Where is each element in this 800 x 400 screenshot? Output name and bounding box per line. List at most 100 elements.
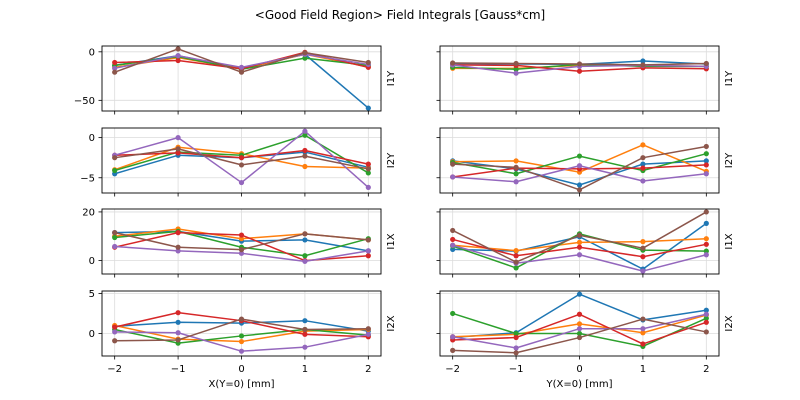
series-red-point [175, 310, 181, 316]
series-red-point [365, 161, 371, 167]
series-brown-point [175, 46, 181, 52]
row-label-I1Y: I1Y [386, 70, 397, 86]
series-orange-point [302, 163, 308, 170]
series-orange-point [513, 248, 519, 254]
x-tick-label: 0 [576, 364, 582, 375]
series-blue-point [703, 220, 709, 226]
series-purple-point [450, 334, 456, 340]
x-tick-label: 1 [302, 364, 308, 375]
series-green-point [112, 234, 118, 241]
series-purple-point [175, 135, 181, 141]
series-red-point [175, 57, 181, 64]
series-green-point [513, 330, 519, 337]
x-tick-label: −1 [171, 364, 186, 375]
series-purple-point [112, 243, 118, 250]
series-brown-point [703, 143, 709, 150]
series-purple-point [302, 258, 308, 264]
series-blue-point [640, 58, 646, 64]
series-purple-point [175, 330, 181, 336]
series-green-point [703, 151, 709, 157]
series-orange-point [238, 236, 245, 242]
series-green-point [576, 153, 583, 159]
series-red-point [112, 324, 118, 330]
series-blue-point [302, 318, 308, 324]
series-red-point [703, 241, 709, 247]
series-orange-point [576, 239, 583, 245]
series-brown-point [576, 232, 583, 238]
series-brown-point [450, 161, 456, 167]
x-tick-label: −2 [445, 364, 460, 375]
subplot-I2Y-vs-X: 0 −5 I2Y [80, 127, 397, 197]
series-orange-point [640, 330, 646, 336]
x-tick-label: 0 [238, 364, 244, 375]
series-purple-point [302, 344, 308, 350]
x-axis-label: X(Y=0) [mm] [209, 379, 275, 390]
series-brown-point [703, 209, 709, 215]
series-red-point [238, 155, 245, 161]
series-red-point [703, 319, 709, 325]
series-purple-point [238, 348, 245, 354]
series-purple-point [450, 242, 456, 248]
y-tick-label: 0 [89, 329, 95, 340]
series-brown-point [576, 187, 583, 193]
series-brown-point [513, 259, 519, 265]
x-tick-label: −2 [107, 364, 122, 375]
x-axis-label: Y(X=0) [mm] [546, 379, 613, 390]
series-brown-point [513, 164, 519, 170]
series-brown-point [112, 69, 118, 75]
y-tick-label: 5 [89, 289, 95, 300]
series-purple-point [365, 331, 371, 337]
series-blue-point [175, 319, 181, 325]
series-green-point [703, 248, 709, 254]
series-orange-point [576, 321, 583, 327]
series-brown-point [640, 245, 646, 251]
y-tick-label: 0 [89, 47, 95, 58]
series-brown-point [640, 155, 646, 161]
y-tick-label: 20 [82, 207, 95, 218]
series-purple-point [703, 252, 709, 258]
series-red-point [302, 331, 308, 337]
row-label-I1X: I1X [386, 233, 397, 249]
series-brown-point [450, 60, 456, 66]
series-purple-point [365, 184, 371, 190]
series-red-point [112, 59, 118, 66]
series-brown-point [513, 350, 519, 356]
series-blue-point [640, 161, 646, 167]
series-green-point [302, 132, 308, 138]
series-orange-point [703, 236, 709, 242]
series-red-point [640, 165, 646, 171]
series-brown-point [640, 62, 646, 68]
series-purple-point [576, 163, 583, 169]
series-red-point [640, 341, 646, 347]
series-red-point [513, 253, 519, 259]
series-blue-point [576, 291, 583, 297]
subplot-I1Y-vs-Y: I1Y [436, 45, 735, 115]
series-brown-point [365, 237, 371, 243]
series-red-point [576, 244, 583, 250]
series-brown-point [513, 60, 519, 67]
series-purple-point [112, 65, 118, 71]
figure-title: <Good Field Region> Field Integrals [Gau… [254, 8, 546, 22]
series-brown-point [365, 59, 371, 66]
y-tick-label: 0 [89, 133, 95, 144]
series-purple-point [513, 179, 519, 185]
series-brown-point [302, 50, 308, 56]
series-green-point [513, 66, 519, 72]
series-orange-point [640, 239, 646, 245]
series-red-point [513, 334, 519, 341]
series-brown-point [175, 146, 181, 152]
series-brown-point [703, 329, 709, 335]
series-green-point [302, 55, 308, 61]
series-blue-point [576, 182, 583, 188]
series-orange-point [513, 158, 519, 164]
series-purple-point [513, 345, 519, 351]
series-purple-point [576, 252, 583, 258]
series-brown-point [175, 244, 181, 250]
series-orange-point [238, 338, 245, 345]
row-label-I2Y: I2Y [386, 152, 397, 168]
series-red-point [302, 147, 308, 154]
series-brown-point [302, 231, 308, 237]
series-brown-point [238, 316, 245, 322]
